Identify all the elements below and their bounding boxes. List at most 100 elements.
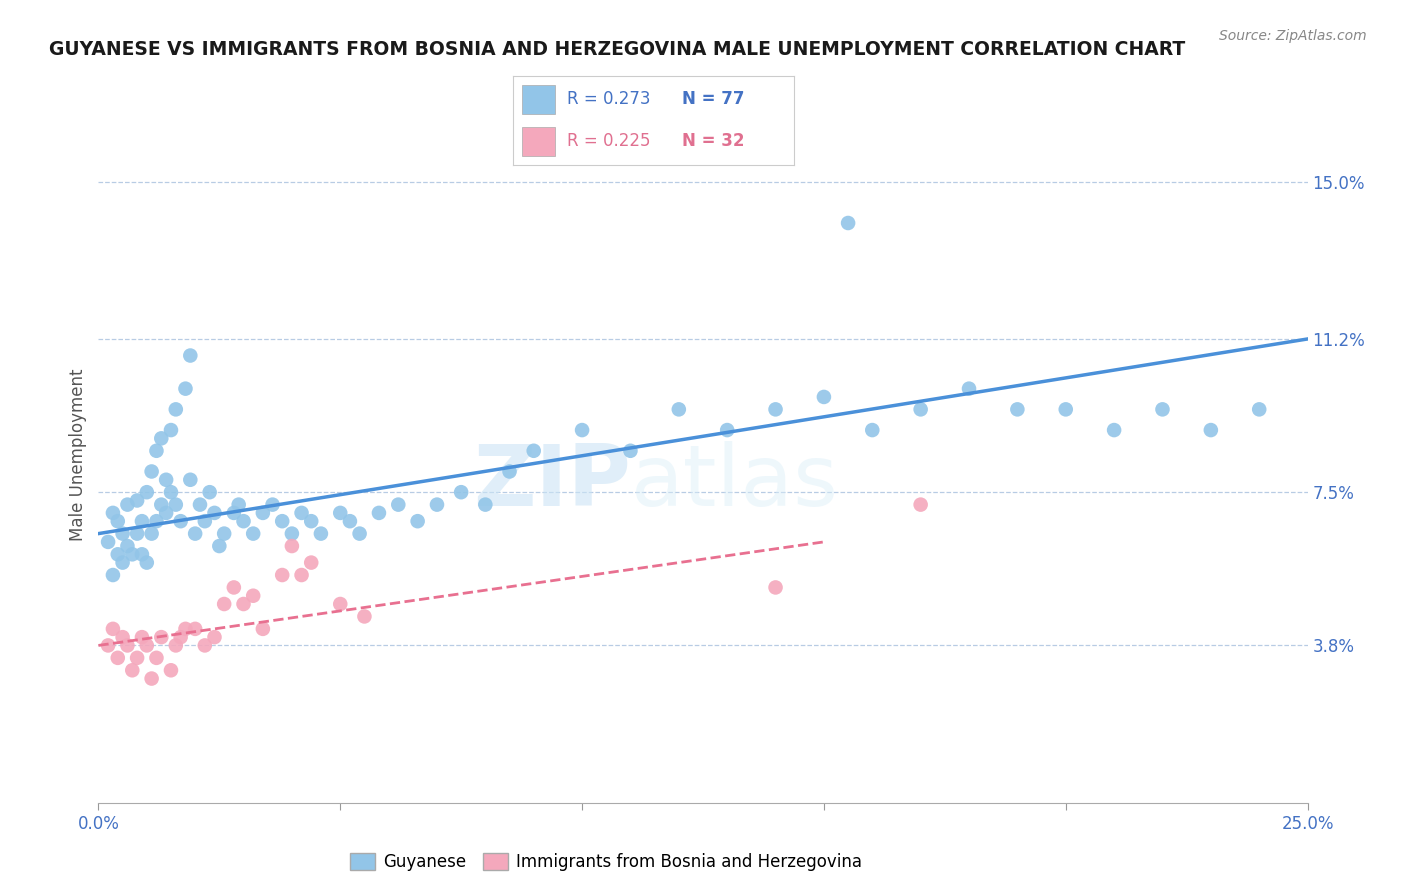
Point [155,473,177,487]
Point [228,498,250,512]
Point [368,506,391,520]
Y-axis label: Male Unemployment: Male Unemployment [69,368,87,541]
Point [222,506,245,520]
Point [127,493,149,508]
Point [155,506,177,520]
Point [290,568,312,582]
Point [160,423,183,437]
Point [329,597,352,611]
Legend: Guyanese, Immigrants from Bosnia and Herzegovina: Guyanese, Immigrants from Bosnia and Her… [343,847,869,878]
Point [101,568,124,582]
Bar [522,127,555,156]
Point [204,506,226,520]
Point [523,443,546,458]
Point [242,526,264,541]
Point [957,382,980,396]
Point [179,349,201,363]
Point [1152,402,1174,417]
Point [179,473,201,487]
Point [387,498,409,512]
Point [141,672,163,686]
Point [131,630,153,644]
Point [117,498,139,512]
Point [150,431,173,445]
Point [101,506,124,520]
Point [107,514,129,528]
Point [165,402,187,417]
Point [716,423,738,437]
Point [262,498,284,512]
Text: R = 0.273: R = 0.273 [567,90,650,108]
Point [194,514,217,528]
Point [121,547,143,561]
Point [97,639,120,653]
Point [131,547,153,561]
Point [141,465,163,479]
Point [232,597,254,611]
Point [184,526,207,541]
Point [141,526,163,541]
Point [299,514,322,528]
Point [353,609,375,624]
Point [281,539,304,553]
Point [290,506,312,520]
Text: atlas: atlas [630,442,838,524]
Point [145,651,167,665]
Point [165,639,187,653]
Point [194,639,217,653]
Point [1054,402,1077,417]
Point [339,514,361,528]
Point [208,539,231,553]
Point [117,539,139,553]
Text: R = 0.225: R = 0.225 [567,132,650,150]
Point [117,639,139,653]
Point [150,498,173,512]
Point [169,514,191,528]
Point [127,526,149,541]
Point [309,526,332,541]
Point [174,382,197,396]
Point [131,514,153,528]
Point [299,556,322,570]
Point [765,402,787,417]
Text: N = 32: N = 32 [682,132,744,150]
Point [135,639,157,653]
Point [474,498,496,512]
Point [111,630,134,644]
Point [107,651,129,665]
Text: ZIP: ZIP [472,442,630,524]
Point [426,498,449,512]
Point [860,423,883,437]
Point [198,485,221,500]
Point [1007,402,1029,417]
Point [204,630,226,644]
Point [281,526,304,541]
Point [160,485,183,500]
Point [169,630,191,644]
Text: Source: ZipAtlas.com: Source: ZipAtlas.com [1219,29,1367,43]
Point [349,526,371,541]
Point [837,216,859,230]
Point [107,547,129,561]
Point [145,443,167,458]
Point [212,597,235,611]
Point [121,663,143,677]
Point [127,651,149,665]
Point [150,630,173,644]
Point [174,622,197,636]
Point [329,506,352,520]
Point [212,526,235,541]
Text: GUYANESE VS IMMIGRANTS FROM BOSNIA AND HERZEGOVINA MALE UNEMPLOYMENT CORRELATION: GUYANESE VS IMMIGRANTS FROM BOSNIA AND H… [49,40,1185,59]
Point [135,485,157,500]
Point [668,402,690,417]
Point [619,443,641,458]
Point [271,568,294,582]
Point [571,423,593,437]
Point [145,514,167,528]
Point [111,556,134,570]
Point [222,581,245,595]
Point [232,514,254,528]
Point [910,498,932,512]
Point [1102,423,1125,437]
Point [184,622,207,636]
